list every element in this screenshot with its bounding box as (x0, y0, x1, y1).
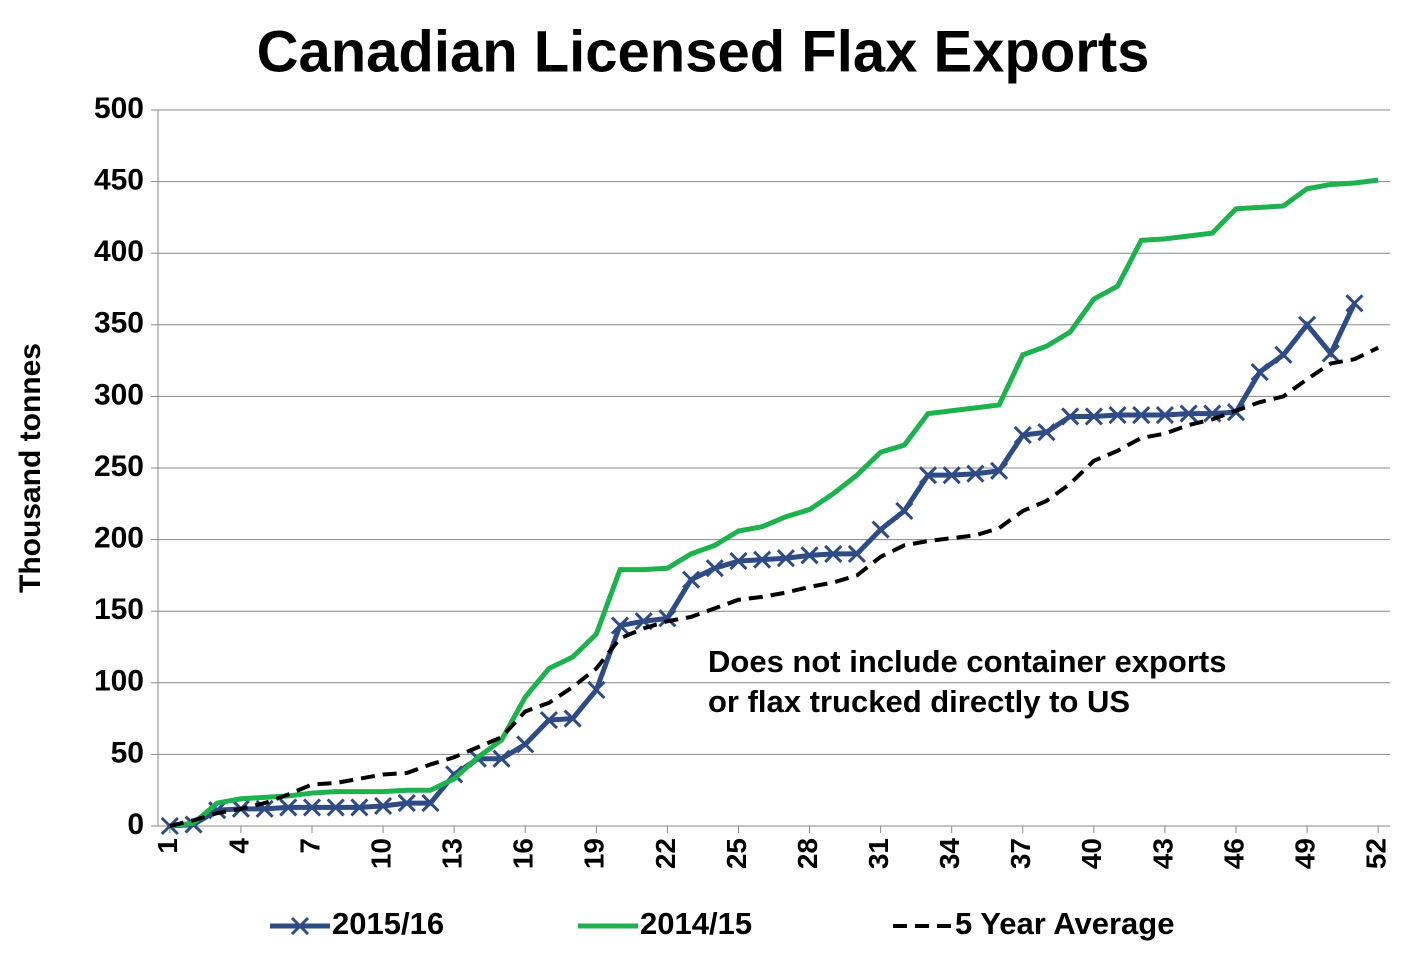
marker (682, 570, 701, 589)
marker (1108, 405, 1127, 425)
marker (753, 550, 772, 569)
x-tick-label: 22 (650, 838, 681, 869)
marker (279, 798, 298, 817)
marker (1061, 407, 1080, 426)
marker (563, 709, 582, 728)
x-tick-label: 1 (152, 838, 183, 854)
x-tick-label: 43 (1147, 838, 1178, 869)
x-tick-label: 10 (365, 838, 396, 869)
marker (918, 466, 938, 485)
y-tick-label: 500 (94, 92, 144, 125)
x-tick-label: 7 (294, 838, 325, 854)
x-tick-label: 37 (1005, 838, 1036, 869)
marker (1013, 426, 1032, 445)
marker (729, 552, 748, 571)
x-tick-label: 28 (792, 838, 823, 869)
x-tick-label: 13 (437, 838, 468, 869)
marker (1345, 294, 1364, 313)
marker (966, 464, 985, 483)
y-tick-label: 250 (94, 450, 144, 483)
legend-label: 2014/15 (640, 906, 752, 941)
marker (1155, 405, 1174, 425)
marker (1274, 345, 1293, 364)
marker (1037, 423, 1056, 442)
y-tick-label: 300 (94, 378, 144, 411)
marker (421, 794, 440, 813)
marker (942, 466, 961, 485)
series-line (169, 302, 1357, 829)
marker (895, 501, 914, 521)
x-tick-label: 19 (579, 838, 610, 869)
y-tick-label: 200 (94, 522, 144, 555)
legend-label: 2015/16 (332, 906, 444, 941)
marker (800, 546, 819, 565)
y-tick-label: 100 (94, 665, 144, 698)
y-axis-label: Thousand tonnes (14, 343, 47, 593)
y-tick-label: 350 (94, 307, 144, 340)
x-tick-label: 40 (1076, 838, 1107, 869)
marker (350, 798, 369, 817)
marker (847, 544, 866, 563)
legend-marker (290, 916, 310, 936)
marker (1250, 362, 1269, 382)
y-tick-label: 400 (94, 235, 144, 268)
marker (990, 461, 1009, 480)
marker (1179, 404, 1198, 423)
marker (1084, 407, 1103, 426)
marker (374, 796, 393, 816)
marker (705, 559, 724, 578)
x-tick-label: 25 (721, 838, 752, 869)
y-tick-label: 450 (94, 164, 144, 197)
marker (160, 816, 179, 836)
marker (587, 680, 606, 700)
marker (1132, 405, 1151, 425)
marker (824, 544, 843, 563)
marker (610, 616, 630, 635)
y-tick-label: 50 (111, 736, 144, 769)
series-line (169, 345, 1380, 828)
x-tick-label: 52 (1361, 838, 1392, 869)
marker (776, 549, 795, 568)
marker (492, 749, 511, 768)
x-tick-label: 31 (863, 838, 894, 869)
x-tick-label: 4 (223, 838, 254, 854)
legend-label: 5 Year Average (955, 906, 1174, 941)
marker (516, 735, 535, 754)
marker (1298, 315, 1317, 334)
annotation: Does not include container exports (708, 644, 1226, 679)
marker (326, 798, 345, 817)
marker (539, 710, 558, 730)
marker (302, 798, 322, 817)
x-tick-label: 46 (1218, 838, 1249, 869)
y-tick-label: 0 (127, 808, 144, 841)
marker (871, 520, 890, 539)
x-tick-label: 49 (1289, 838, 1320, 869)
x-tick-label: 16 (508, 838, 539, 869)
marker (397, 794, 416, 813)
chart-title: Canadian Licensed Flax Exports (257, 19, 1150, 84)
marker (1321, 344, 1340, 363)
series-line (169, 177, 1379, 829)
marker (658, 609, 677, 628)
x-tick-label: 34 (934, 838, 965, 870)
y-tick-label: 150 (94, 593, 144, 626)
annotation: or flax trucked directly to US (708, 684, 1130, 719)
